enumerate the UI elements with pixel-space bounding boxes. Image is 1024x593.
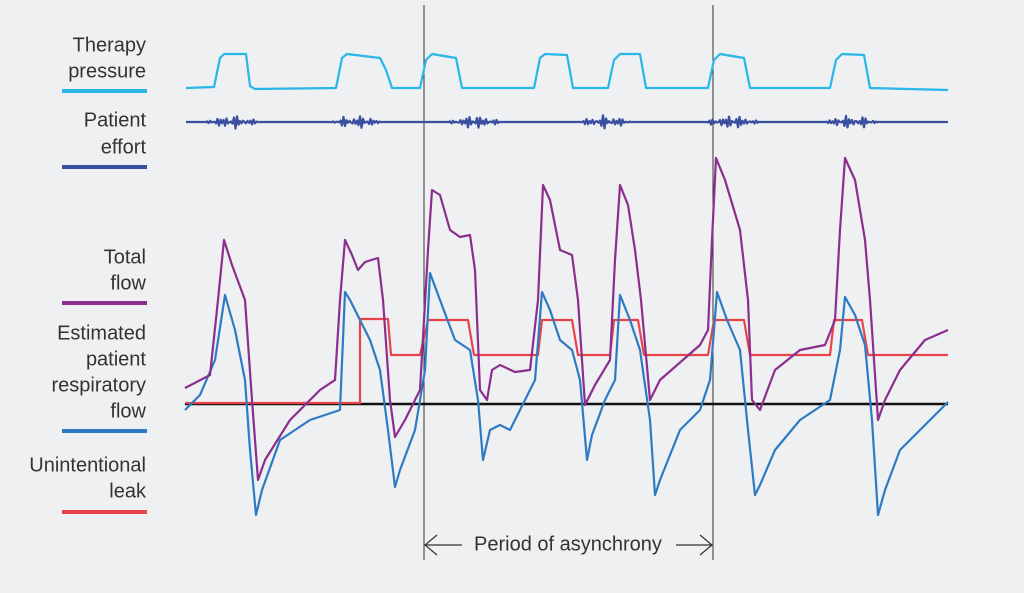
legend-label: Total [104, 246, 146, 268]
legend-label: Estimated [57, 322, 146, 344]
asynchrony-arrow [424, 534, 713, 556]
legend-label: flow [110, 400, 146, 422]
patient-effort-wave [186, 114, 948, 130]
legend-swatches [62, 89, 147, 514]
total-flow-wave [184, 156, 949, 482]
estimated-flow-wave [184, 271, 949, 517]
legend-label: flow [110, 272, 146, 294]
legend-label: Patient [84, 109, 147, 131]
legend-label: pressure [68, 60, 146, 82]
legend-label: respiratory [52, 374, 146, 396]
legend-label: patient [86, 348, 146, 370]
legend-label: Unintentional [29, 454, 146, 476]
legend-label: Therapy [73, 34, 146, 56]
annotation: Period of asynchrony [474, 533, 662, 555]
legend: Therapy pressure Patient effort Total fl… [29, 34, 147, 502]
legend-label: leak [109, 480, 147, 502]
leak-wave [186, 317, 948, 405]
therapy-pressure-wave [185, 52, 949, 92]
legend-label: effort [101, 136, 147, 158]
